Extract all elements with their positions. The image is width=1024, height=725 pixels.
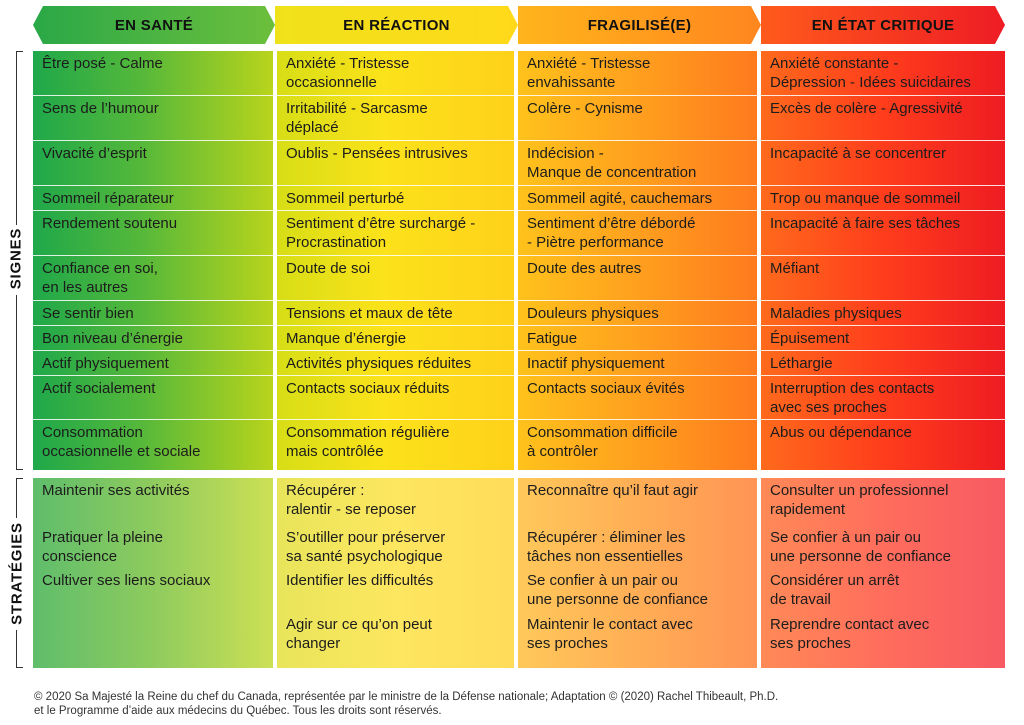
signes-cell: Être posé - Calme: [33, 51, 273, 96]
signes-cell: Oublis - Pensées intrusives: [277, 141, 514, 186]
signes-cell: Interruption des contacts avec ses proch…: [761, 376, 1005, 420]
strategy-cell: Maintenir ses activités: [42, 482, 190, 499]
strategy-cell: Agir sur ce qu’on peut changer: [286, 616, 432, 652]
signes-cell: Consommation occasionnelle et sociale: [42, 424, 201, 460]
strategy-cell: Consulter un professionnel rapidement: [770, 482, 949, 518]
strategy-cell: Se confier à un pair ou une personne de …: [770, 529, 951, 565]
signes-cell: Indécision - Manque de concentration: [518, 141, 757, 186]
signes-cell: Anxiété - Tristesse occasionnelle: [277, 51, 514, 96]
signes-cell: Actif physiquement: [33, 351, 273, 376]
strategy-cell: Maintenir le contact avec ses proches: [527, 616, 693, 652]
header-etat-critique: EN ÉTAT CRITIQUE: [761, 6, 1005, 44]
strategy-cell: Cultiver ses liens sociaux: [42, 572, 211, 589]
strategies-col-en-sante: Maintenir ses activités Pratiquer la ple…: [33, 478, 273, 668]
strategy-cell: Reconnaître qu’il faut agir: [527, 482, 698, 499]
signes-cell: Fatigue: [518, 326, 757, 351]
signes-cell: Incapacité à faire ses tâches: [761, 211, 1005, 256]
strategies-grid: Maintenir ses activités Pratiquer la ple…: [33, 478, 1005, 668]
signes-cell: Incapacité à se concentrer: [761, 141, 1005, 186]
signes-cell: Sommeil agité, cauchemars: [518, 186, 757, 211]
signes-cell: Rendement soutenu: [33, 211, 273, 256]
signes-cell: Léthargie: [761, 351, 1005, 376]
signes-cell: Abus ou dépendance: [770, 424, 912, 441]
signes-cell: Sommeil perturbé: [277, 186, 514, 211]
signes-cell: Maladies physiques: [761, 301, 1005, 326]
strategies-col-fragilise: Reconnaître qu’il faut agir Récupérer : …: [518, 478, 757, 668]
signes-cell: Actif socialement: [33, 376, 273, 420]
signes-cell: Consommation régulière mais contrôlée: [286, 424, 450, 460]
signes-cell: Contacts sociaux réduits: [277, 376, 514, 420]
signes-cell: Sentiment d’être surchargé - Procrastina…: [277, 211, 514, 256]
signes-cell: Tensions et maux de tête: [277, 301, 514, 326]
column-headers: EN SANTÉ EN RÉACTION FRAGILISÉ(E) EN ÉTA…: [33, 6, 1005, 44]
strategies-col-etat-critique: Consulter un professionnel rapidement Se…: [761, 478, 1005, 668]
signes-cell: Douleurs physiques: [518, 301, 757, 326]
copyright-footer: © 2020 Sa Majesté la Reine du chef du Ca…: [34, 690, 994, 718]
strategy-cell: Récupérer : éliminer les tâches non esse…: [527, 529, 686, 565]
copyright-line-1: © 2020 Sa Majesté la Reine du chef du Ca…: [34, 691, 779, 703]
strategies-col-en-reaction: Récupérer : ralentir - se reposer S’outi…: [277, 478, 514, 668]
header-fragilise: FRAGILISÉ(E): [518, 6, 761, 44]
strategy-cell: S’outiller pour préserver sa santé psych…: [286, 529, 446, 565]
signes-cell: Activités physiques réduites: [277, 351, 514, 376]
signes-cell: Anxiété constante - Dépression - Idées s…: [761, 51, 1005, 96]
strategy-cell: Reprendre contact avec ses proches: [770, 616, 930, 652]
signes-cell: Anxiété - Tristesse envahissante: [518, 51, 757, 96]
signes-cell: Doute de soi: [277, 256, 514, 301]
signes-cell: Consommation difficile à contrôler: [527, 424, 678, 460]
signes-col-en-reaction: Anxiété - Tristesse occasionnelle Irrita…: [277, 51, 514, 470]
signes-col-fragilise: Anxiété - Tristesse envahissante Colère …: [518, 51, 757, 470]
strategy-cell: Considérer un arrêt de travail: [770, 572, 900, 608]
signes-cell: Contacts sociaux évités: [518, 376, 757, 420]
strategy-cell: Se confier à un pair ou une personne de …: [527, 572, 708, 608]
strategy-cell: Récupérer : ralentir - se reposer: [286, 482, 417, 518]
signes-cell: Bon niveau d’énergie: [33, 326, 273, 351]
signes-grid: Être posé - Calme Sens de l’humour Vivac…: [33, 51, 1005, 470]
signes-cell: Se sentir bien: [33, 301, 273, 326]
signes-cell: Sentiment d’être débordé - Piètre perfor…: [518, 211, 757, 256]
signes-cell: Inactif physiquement: [518, 351, 757, 376]
signes-cell: Sommeil réparateur: [33, 186, 273, 211]
signes-col-en-sante: Être posé - Calme Sens de l’humour Vivac…: [33, 51, 273, 470]
signes-label: SIGNES: [7, 227, 25, 290]
signes-cell: Trop ou manque de sommeil: [761, 186, 1005, 211]
header-en-reaction: EN RÉACTION: [275, 6, 518, 44]
signes-cell: Excès de colère - Agressivité: [761, 96, 1005, 141]
copyright-line-2: et le Programme d’aide aux médecins du Q…: [34, 705, 442, 717]
signes-cell: Doute des autres: [518, 256, 757, 301]
signes-cell: Confiance en soi, en les autres: [33, 256, 273, 301]
signes-cell: Méfiant: [761, 256, 1005, 301]
header-en-sante: EN SANTÉ: [33, 6, 275, 44]
signes-col-etat-critique: Anxiété constante - Dépression - Idées s…: [761, 51, 1005, 470]
signes-cell: Manque d’énergie: [277, 326, 514, 351]
strategies-label: STRATÉGIES: [8, 522, 26, 625]
signes-cell: Vivacité d’esprit: [33, 141, 273, 186]
strategy-cell: Pratiquer la pleine conscience: [42, 529, 163, 565]
strategy-cell: Identifier les difficultés: [286, 572, 434, 589]
signes-cell: Colère - Cynisme: [518, 96, 757, 141]
signes-cell: Irritabilité - Sarcasme déplacé: [277, 96, 514, 141]
signes-cell: Épuisement: [761, 326, 1005, 351]
strategy-cell: [33, 612, 273, 668]
signes-cell: Sens de l’humour: [33, 96, 273, 141]
